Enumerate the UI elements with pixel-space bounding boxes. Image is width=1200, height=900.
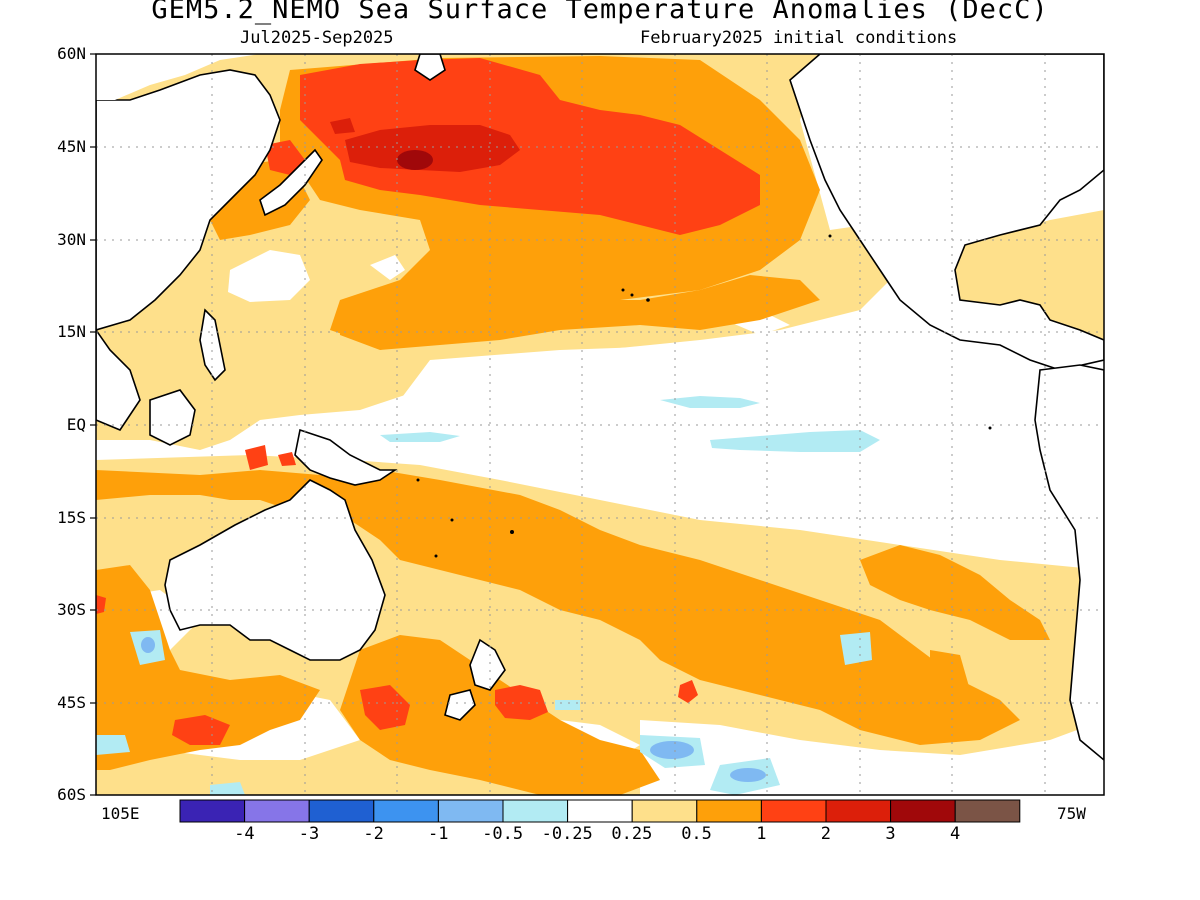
graticule: [96, 54, 1104, 795]
lat-label-15s: 15S: [57, 508, 86, 527]
colorbar-swatch: [696, 799, 762, 823]
colorbar-swatch: [760, 799, 827, 823]
colorbar-swatch: [502, 799, 569, 823]
colorbar-tick-label: -3: [298, 824, 320, 844]
colorbar-tick-label: 1: [756, 824, 767, 844]
lat-label-45s: 45S: [57, 693, 86, 712]
lon-label-105e: 105E: [101, 804, 140, 823]
pacific-islands: [416, 234, 992, 558]
colorbar-tick-label: 3: [885, 824, 896, 844]
colorbar: [179, 799, 1021, 823]
colorbar-swatch: [631, 799, 698, 823]
lat-label-60n: 60N: [57, 44, 86, 63]
chart-subtitle-period: Jul2025-Sep2025: [240, 28, 394, 48]
anomaly-neg-0.5-1: [141, 637, 766, 782]
southeast-asia: [96, 328, 141, 431]
colorbar-tick-label: -2: [363, 824, 384, 844]
anomaly-field: [96, 54, 1104, 795]
colorbar-swatch: [437, 799, 504, 823]
colorbar-swatch: [308, 799, 375, 823]
colorbar-swatch: [890, 799, 956, 823]
lat-label-60s: 60S: [57, 785, 86, 804]
lon-label-75w: 75W: [1057, 804, 1086, 823]
asia-mainland: [96, 69, 281, 331]
lat-label-30s: 30S: [57, 600, 86, 619]
land-masses: [149, 54, 1104, 762]
colorbar-tick-label: 0.25: [611, 824, 653, 844]
chart-title: GEM5.2_NEMO Sea Surface Temperature Anom…: [151, 0, 1049, 25]
colorbar-tick-label: 4: [950, 824, 961, 844]
chart-subtitle-initial-conditions: February2025 initial conditions: [640, 28, 958, 48]
lat-label-eq: EQ: [66, 415, 86, 434]
colorbar-swatch: [567, 799, 633, 823]
colorbar-tick-label: 0.5: [681, 824, 712, 844]
colorbar-tick-label: 2: [820, 824, 832, 844]
colorbar-swatch: [954, 799, 1021, 823]
colorbar-swatch: [179, 799, 246, 823]
colorbar-tick-label: -4: [234, 824, 255, 844]
colorbar-swatch: [373, 799, 439, 823]
colorbar-tick-label: -1: [428, 824, 449, 844]
axis-ticks: [90, 53, 96, 796]
colorbar-swatch: [244, 799, 310, 823]
colorbar-swatch: [825, 799, 892, 823]
lat-label-30n: 30N: [57, 230, 86, 249]
lat-label-15n: 15N: [57, 322, 86, 341]
lat-label-45n: 45N: [57, 137, 86, 156]
colorbar-tick-label: -0.5: [482, 824, 524, 844]
colorbar-tick-label: -0.25: [541, 824, 593, 844]
